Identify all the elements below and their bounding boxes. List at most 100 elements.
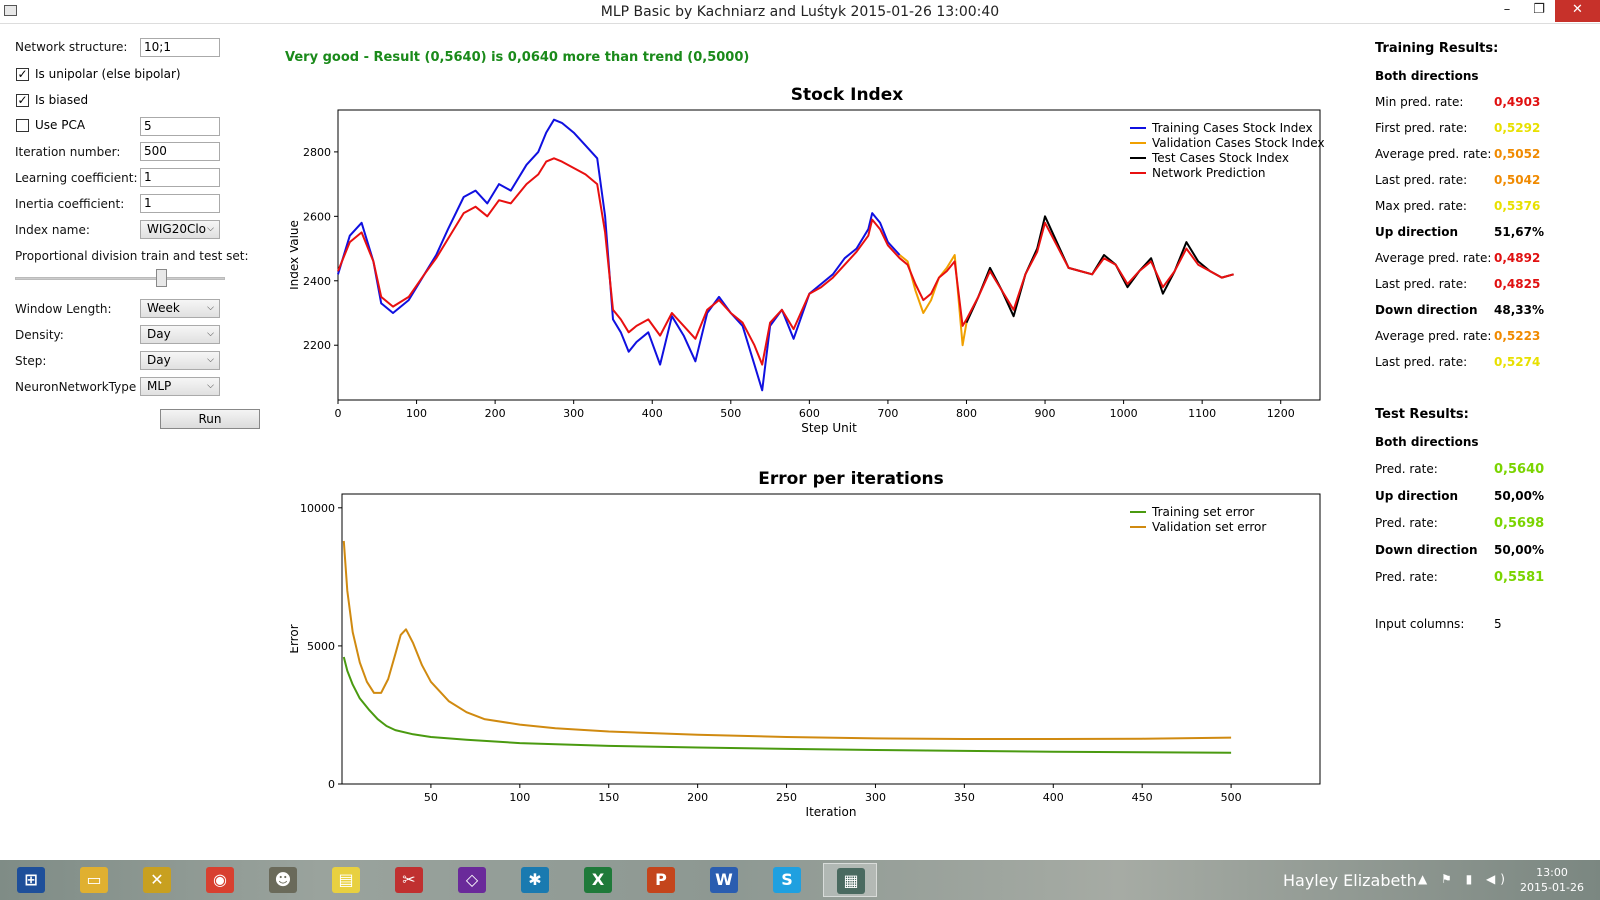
error-plot-area	[341, 493, 1321, 785]
error-y-axis-label: Error	[290, 624, 301, 653]
error-legend-label: Training set error	[1151, 505, 1254, 519]
stock-y-tick-label: 2800	[303, 146, 331, 159]
stock-chart-title: Stock Index	[790, 85, 904, 105]
max-pred-label: Max pred. rate:	[1375, 199, 1467, 213]
error-x-tick-label: 400	[1043, 791, 1064, 804]
biased-checkbox[interactable]: ✓	[16, 93, 29, 107]
stock-x-tick-label: 400	[642, 407, 663, 420]
inertia-label: Inertia coefficient:	[15, 197, 125, 211]
stock-y-tick-label: 2400	[303, 275, 331, 288]
stock-y-axis-label: Index Value	[290, 220, 301, 290]
error-series-1-line	[342, 656, 1232, 754]
mlp-app-taskbar-button[interactable]: ▦	[823, 863, 877, 897]
error-x-axis-label: Iteration	[806, 805, 857, 819]
error-x-tick-label: 200	[687, 791, 708, 804]
error-x-tick-label: 350	[954, 791, 975, 804]
error-x-tick-label: 450	[1132, 791, 1153, 804]
minimize-button[interactable]: –	[1503, 2, 1511, 17]
density-select[interactable]: Day ⌵	[140, 325, 220, 344]
test-up-label: Up direction	[1375, 489, 1459, 503]
error-y-tick-label: 0	[328, 778, 335, 791]
index-select-value: WIG20Clo	[147, 222, 207, 236]
snipping-tool-icon: ✂	[395, 867, 423, 893]
error-x-tick-label: 50	[424, 791, 438, 804]
snipping-tool-taskbar-button[interactable]: ✂	[382, 863, 436, 897]
excel-icon: X	[584, 867, 612, 893]
learning-label: Learning coefficient:	[15, 171, 138, 185]
visual-studio-taskbar-button[interactable]: ◇	[445, 863, 499, 897]
error-x-tick-label: 500	[1221, 791, 1242, 804]
system-tray[interactable]: ▲ ⚑ ▮ ◀)	[1418, 872, 1510, 886]
network-structure-input[interactable]: 10;1	[140, 38, 220, 57]
chevron-down-icon: ⌵	[207, 355, 214, 365]
stock-x-tick-label: 600	[799, 407, 820, 420]
iteration-label: Iteration number:	[15, 145, 121, 159]
xmind-taskbar-button[interactable]: ✕	[130, 863, 184, 897]
error-x-tick-label: 300	[865, 791, 886, 804]
density-value: Day	[147, 327, 171, 341]
window-length-select[interactable]: Week ⌵	[140, 299, 220, 318]
first-pred-value: 0,5292	[1494, 121, 1541, 135]
clock-date: 2015-01-26	[1520, 881, 1584, 894]
division-slider-track[interactable]	[15, 277, 225, 280]
sticky-notes-taskbar-button[interactable]: ▤	[319, 863, 373, 897]
step-value: Day	[147, 353, 171, 367]
error-y-tick-label: 5000	[307, 640, 335, 653]
avg-pred-label: Average pred. rate:	[1375, 147, 1492, 161]
index-select[interactable]: WIG20Clo ⌵	[140, 220, 220, 239]
stock-index-chart: 0 100 200 300 400 500 600 700 800 900 1000 1100 1200…	[290, 109, 1325, 435]
chrome-taskbar-button[interactable]: ◉	[193, 863, 247, 897]
test-up-pred-label: Pred. rate:	[1375, 516, 1438, 530]
step-select[interactable]: Day ⌵	[140, 351, 220, 370]
stock-y-tick-label: 2600	[303, 210, 331, 223]
error-x-tick-label: 250	[776, 791, 797, 804]
powerpoint-taskbar-button[interactable]: P	[634, 863, 688, 897]
first-pred-label: First pred. rate:	[1375, 121, 1468, 135]
index-label: Index name:	[15, 223, 90, 237]
word-icon: W	[710, 867, 738, 893]
test-results-title: Test Results:	[1375, 407, 1469, 422]
unipolar-checkbox[interactable]: ✓	[16, 67, 29, 81]
pca-label: Use PCA	[35, 118, 86, 132]
learning-input[interactable]: 1	[140, 168, 220, 187]
word-taskbar-button[interactable]: W	[697, 863, 751, 897]
close-button[interactable]: ✕	[1555, 0, 1600, 22]
window-title: MLP Basic by Kachniarz and Luśtyk 2015-0…	[600, 4, 1000, 20]
stock-x-tick-label: 200	[485, 407, 506, 420]
gimp-taskbar-button[interactable]: ☻	[256, 863, 310, 897]
inertia-input[interactable]: 1	[140, 194, 220, 213]
input-columns-label: Input columns:	[1375, 617, 1465, 631]
error-x-tick-label: 100	[509, 791, 530, 804]
stock-x-tick-label: 100	[406, 407, 427, 420]
taskbar-clock[interactable]: 13:00 2015-01-26	[1512, 865, 1592, 895]
iteration-input[interactable]: 500	[140, 142, 220, 161]
down-last-value: 0,5274	[1494, 355, 1541, 369]
pca-input[interactable]: 5	[140, 117, 220, 136]
app-icon	[4, 5, 17, 16]
test-both-directions: Both directions	[1375, 435, 1479, 449]
maximize-button[interactable]: ❐	[1533, 2, 1545, 17]
run-button[interactable]: Run	[160, 409, 260, 429]
chevron-down-icon: ⌵	[207, 303, 214, 313]
excel-taskbar-button[interactable]: X	[571, 863, 625, 897]
down-direction-pct: 48,33%	[1494, 303, 1544, 317]
up-direction-pct: 51,67%	[1494, 225, 1544, 239]
skype-taskbar-button[interactable]: S	[760, 863, 814, 897]
test-down-pred-value: 0,5581	[1494, 570, 1545, 585]
test-up-pct: 50,00%	[1494, 489, 1544, 503]
nntype-select[interactable]: MLP ⌵	[140, 377, 220, 396]
pca-checkbox[interactable]	[16, 119, 29, 132]
input-columns-value: 5	[1494, 617, 1502, 631]
file-explorer-taskbar-button[interactable]: ▭	[67, 863, 121, 897]
start-taskbar-button[interactable]: ⊞	[4, 863, 58, 897]
division-slider-thumb[interactable]	[156, 269, 167, 287]
error-chart-title: Error per iterations	[758, 469, 944, 489]
chevron-down-icon: ⌵	[207, 381, 214, 391]
last-pred-label: Last pred. rate:	[1375, 173, 1468, 187]
stock-x-tick-label: 500	[720, 407, 741, 420]
down-last-label: Last pred. rate:	[1375, 355, 1468, 369]
stock-legend-label: Training Cases Stock Index	[1151, 121, 1313, 135]
unipolar-label: Is unipolar (else bipolar)	[35, 67, 181, 81]
resharper-taskbar-button[interactable]: ✱	[508, 863, 562, 897]
step-label: Step:	[15, 354, 47, 368]
